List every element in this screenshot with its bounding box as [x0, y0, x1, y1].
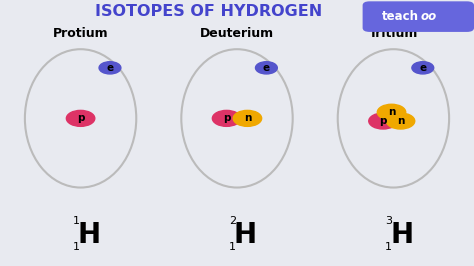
Text: n: n — [397, 116, 404, 126]
Circle shape — [66, 110, 95, 126]
Text: H: H — [234, 221, 257, 250]
Text: 1: 1 — [229, 242, 236, 252]
Text: p: p — [77, 113, 84, 123]
Circle shape — [255, 62, 277, 74]
Circle shape — [412, 62, 434, 74]
Text: 1: 1 — [385, 242, 392, 252]
Text: H: H — [78, 221, 100, 250]
Text: 1: 1 — [73, 216, 79, 226]
Text: Deuterium: Deuterium — [200, 27, 274, 40]
Text: n: n — [388, 107, 395, 117]
Circle shape — [233, 110, 262, 126]
Text: 1: 1 — [73, 242, 79, 252]
Text: 2: 2 — [228, 216, 236, 226]
Text: oo: oo — [421, 10, 437, 23]
Text: e: e — [419, 63, 427, 73]
Circle shape — [377, 104, 406, 120]
Text: H: H — [391, 221, 413, 250]
Text: Protium: Protium — [53, 27, 109, 40]
Text: ISOTOPES OF HYDROGEN: ISOTOPES OF HYDROGEN — [95, 5, 322, 19]
Text: e: e — [263, 63, 270, 73]
Text: n: n — [244, 113, 251, 123]
Text: e: e — [106, 63, 114, 73]
Text: p: p — [223, 113, 230, 123]
Text: Tritium: Tritium — [369, 27, 418, 40]
Text: 3: 3 — [385, 216, 392, 226]
FancyBboxPatch shape — [363, 1, 474, 32]
Circle shape — [369, 113, 397, 129]
Circle shape — [212, 110, 241, 126]
Circle shape — [386, 113, 415, 129]
Text: teach: teach — [382, 10, 419, 23]
Text: p: p — [379, 116, 387, 126]
Circle shape — [99, 62, 121, 74]
